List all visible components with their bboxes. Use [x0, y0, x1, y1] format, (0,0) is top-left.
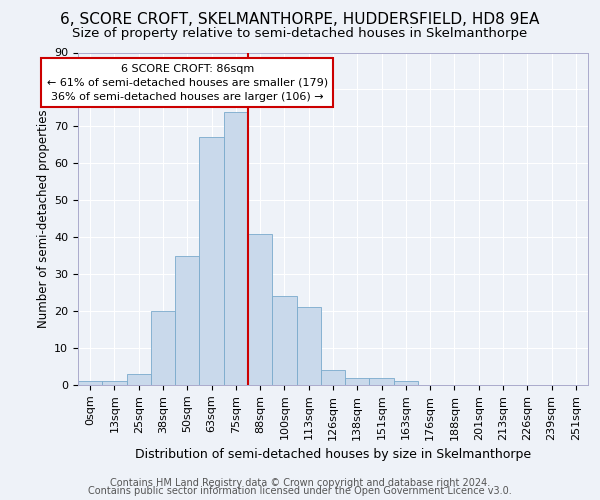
Bar: [175, 256, 199, 385]
Bar: [248, 234, 272, 385]
Bar: [199, 138, 224, 385]
Bar: [370, 378, 394, 385]
Bar: [102, 382, 127, 385]
Bar: [272, 296, 296, 385]
Text: 6 SCORE CROFT: 86sqm
← 61% of semi-detached houses are smaller (179)
36% of semi: 6 SCORE CROFT: 86sqm ← 61% of semi-detac…: [47, 64, 328, 102]
Bar: [296, 308, 321, 385]
Y-axis label: Number of semi-detached properties: Number of semi-detached properties: [37, 110, 50, 328]
Bar: [345, 378, 370, 385]
Bar: [321, 370, 345, 385]
Text: Size of property relative to semi-detached houses in Skelmanthorpe: Size of property relative to semi-detach…: [73, 28, 527, 40]
Bar: [224, 112, 248, 385]
Bar: [394, 382, 418, 385]
Bar: [127, 374, 151, 385]
Text: Contains public sector information licensed under the Open Government Licence v3: Contains public sector information licen…: [88, 486, 512, 496]
Bar: [151, 311, 175, 385]
Text: 6, SCORE CROFT, SKELMANTHORPE, HUDDERSFIELD, HD8 9EA: 6, SCORE CROFT, SKELMANTHORPE, HUDDERSFI…: [61, 12, 539, 28]
Text: Contains HM Land Registry data © Crown copyright and database right 2024.: Contains HM Land Registry data © Crown c…: [110, 478, 490, 488]
X-axis label: Distribution of semi-detached houses by size in Skelmanthorpe: Distribution of semi-detached houses by …: [135, 448, 531, 461]
Bar: [78, 382, 102, 385]
